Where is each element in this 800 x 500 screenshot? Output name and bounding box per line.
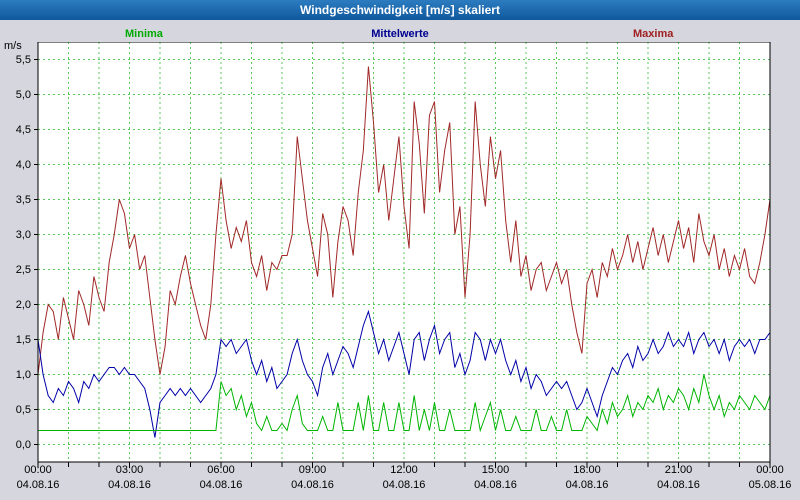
chart-title: Windgeschwindigkeit [m/s] skaliert: [300, 3, 500, 17]
x-tick-time: 21:00: [664, 464, 693, 476]
x-tick-time: 15:00: [481, 464, 510, 476]
x-tick-time: 18:00: [573, 464, 601, 476]
y-tick-label: 2,0: [15, 298, 31, 311]
x-tick-date: 04.08.16: [291, 479, 334, 491]
y-tick-label: 3,0: [15, 228, 31, 241]
x-tick-time: 06:00: [207, 464, 235, 476]
y-tick-label: 4,5: [15, 123, 31, 136]
x-tick-time: 00:00: [756, 464, 784, 476]
title-bar: Windgeschwindigkeit [m/s] skaliert: [0, 0, 800, 20]
legend-mittelwerte: Mittelwerte: [371, 28, 429, 40]
x-tick-time: 03:00: [115, 464, 144, 476]
legend-minima: Minima: [125, 28, 163, 40]
x-tick-date: 04.08.16: [474, 479, 517, 491]
x-tick-date: 04.08.16: [657, 479, 700, 491]
x-tick-date: 04.08.16: [565, 479, 609, 491]
y-axis-unit-label: m/s: [4, 40, 22, 52]
y-tick-label: 5,5: [15, 53, 31, 66]
y-tick-label: 0,5: [15, 403, 31, 416]
x-tick-date: 04.08.16: [108, 479, 151, 491]
x-tick-time: 09:00: [298, 464, 327, 476]
y-tick-label: 5,0: [15, 88, 31, 101]
x-tick-date: 04.08.16: [16, 479, 60, 491]
x-tick-time: 12:00: [390, 464, 418, 476]
x-tick-time: 00:00: [24, 464, 52, 476]
x-tick-date: 04.08.16: [199, 479, 243, 491]
y-tick-label: 0,0: [15, 438, 31, 451]
x-tick-date: 04.08.16: [382, 479, 426, 491]
legend-maxima: Maxima: [633, 28, 674, 40]
chart-svg: [34, 42, 771, 467]
y-tick-label: 1,0: [15, 368, 31, 381]
y-tick-label: 4,0: [15, 158, 31, 171]
y-tick-label: 1,5: [15, 333, 31, 346]
y-tick-label: 3,5: [15, 193, 31, 206]
x-tick-date: 05.08.16: [748, 479, 792, 491]
y-tick-label: 2,5: [15, 263, 31, 276]
